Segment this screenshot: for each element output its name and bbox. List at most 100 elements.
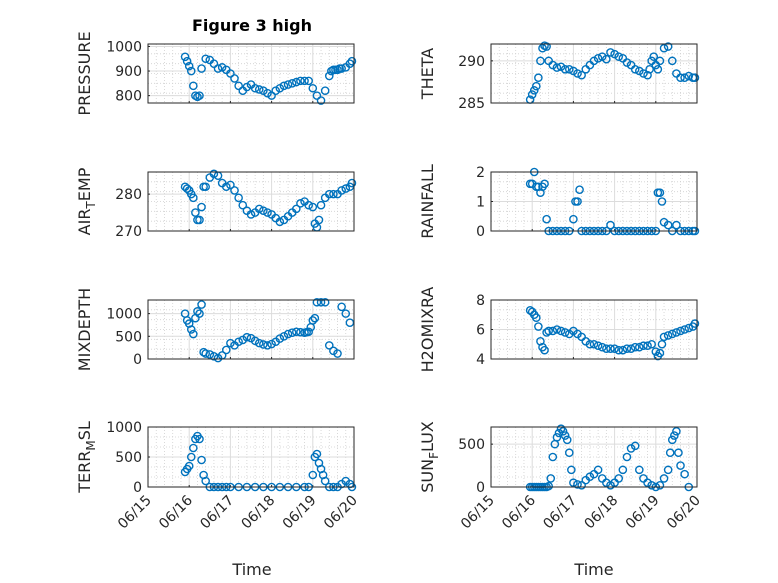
data-point [347, 178, 357, 188]
data-point [670, 431, 679, 440]
y-tick-label: 6 [476, 323, 485, 339]
figure-title: Figure 3 high [192, 16, 312, 35]
data-point [250, 336, 260, 346]
data-point [602, 54, 611, 64]
y-tick-label: 1 [476, 195, 485, 211]
data-point [341, 184, 351, 193]
data-point [653, 64, 663, 74]
data-series [180, 52, 357, 105]
data-point [655, 188, 665, 197]
data-point [304, 327, 313, 337]
data-point [552, 325, 562, 334]
data-point [606, 344, 615, 353]
data-point [630, 441, 640, 451]
data-point [182, 56, 192, 66]
data-point [195, 91, 204, 100]
data-point [651, 347, 661, 356]
data-point [647, 480, 656, 490]
y-tick-label: 500 [115, 450, 142, 466]
data-point [614, 52, 624, 61]
data-point [573, 480, 582, 489]
data-point [645, 64, 654, 74]
data-point [296, 199, 305, 208]
data-point [630, 64, 640, 74]
data-point [542, 328, 551, 337]
data-point [312, 449, 322, 459]
data-point [667, 56, 677, 66]
data-point [589, 339, 599, 349]
data-point [532, 313, 541, 323]
y-tick-label: 500 [458, 437, 485, 453]
y-tick-label: 900 [115, 64, 142, 80]
data-point [230, 186, 239, 195]
data-point [540, 345, 549, 355]
data-point [197, 300, 206, 309]
data-point [191, 208, 200, 217]
data-point [676, 326, 685, 336]
data-point [569, 214, 578, 224]
data-point [259, 206, 268, 216]
data-point [540, 179, 549, 189]
data-point [544, 481, 553, 491]
data-point [263, 208, 272, 217]
data-series [180, 169, 357, 232]
data-point [180, 52, 190, 62]
data-point [593, 54, 603, 63]
data-point [618, 345, 628, 355]
data-point [201, 476, 210, 486]
data-point [680, 73, 689, 83]
data-point [226, 69, 235, 78]
data-point [221, 345, 231, 355]
data-point [300, 76, 309, 86]
data-point [184, 61, 194, 71]
data-point [655, 348, 665, 358]
data-point [558, 426, 568, 436]
data-point [657, 339, 667, 349]
data-point [242, 332, 252, 342]
data-point [320, 476, 330, 486]
y-tick-label: 500 [115, 329, 142, 345]
y-tick-label: 2 [476, 165, 485, 181]
data-point [304, 76, 313, 86]
data-point [197, 202, 206, 212]
data-point [659, 43, 669, 53]
data-point [663, 220, 673, 230]
data-point [279, 81, 289, 91]
axes-frame [490, 426, 698, 488]
data-point [536, 56, 545, 66]
data-point [292, 327, 301, 337]
data-point [250, 83, 260, 93]
data-point [226, 338, 235, 348]
data-point [275, 217, 285, 227]
data-point [267, 91, 276, 100]
data-point [560, 328, 570, 337]
data-point [676, 73, 685, 83]
data-point [680, 469, 689, 479]
data-point [564, 448, 574, 458]
axes-frame [147, 171, 355, 232]
y-tick-label: 0 [476, 224, 485, 240]
data-point [193, 307, 202, 316]
data-point [275, 334, 285, 343]
data-point [562, 435, 572, 445]
data-point [221, 182, 231, 192]
data-point [529, 86, 539, 95]
data-series [525, 306, 700, 361]
data-point [680, 325, 689, 334]
ylabel-7: SUNFLUX [418, 421, 441, 493]
data-point [186, 452, 196, 462]
data-point [263, 341, 272, 350]
data-point [610, 344, 619, 353]
data-point [333, 349, 342, 358]
data-point [316, 96, 326, 105]
data-point [690, 73, 700, 83]
data-point [182, 184, 192, 193]
data-point [542, 214, 551, 224]
data-point [659, 474, 669, 483]
data-point [657, 197, 667, 206]
data-point [209, 169, 219, 179]
data-point [647, 339, 656, 349]
data-point [230, 74, 239, 83]
data-point [573, 197, 582, 206]
y-tick-label: 8 [476, 293, 485, 309]
